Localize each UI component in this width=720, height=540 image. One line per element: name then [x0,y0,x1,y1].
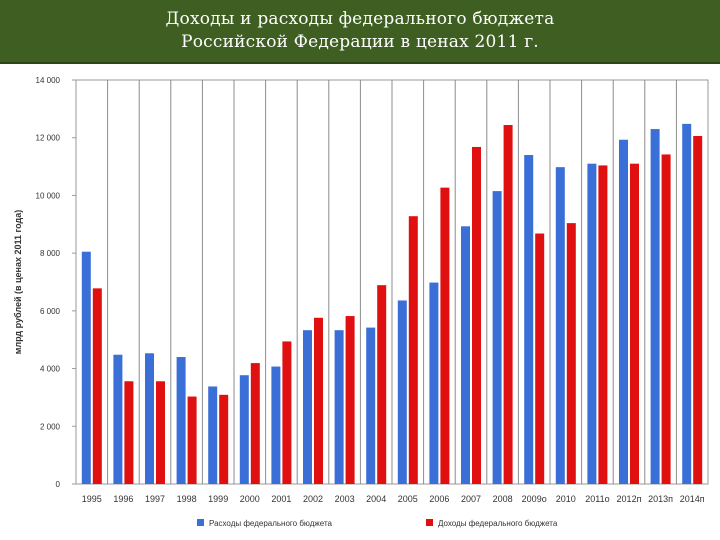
bar-revenue-1998 [187,396,197,484]
x-tick-label: 2010 [556,494,576,504]
bar-expenditure-1997 [145,353,154,484]
bar-expenditure-2006 [429,282,439,484]
legend-swatch-revenue [426,519,433,526]
title-banner: Доходы и расходы федерального бюджета Ро… [0,0,720,64]
bar-expenditure-1996 [113,354,123,484]
bar-revenue-2011о [598,165,608,484]
legend-label-revenue: Доходы федерального бюджета [438,519,558,528]
y-tick-label: 14 000 [36,76,61,85]
x-tick-label: 2000 [240,494,260,504]
bar-revenue-2009о [535,233,545,484]
legend-label-expenditure: Расходы федерального бюджета [209,519,333,528]
bar-revenue-2012п [630,163,639,484]
bar-expenditure-2012п [619,139,628,484]
legend: Расходы федерального бюджета Доходы феде… [197,519,558,528]
gridlines [107,80,677,484]
x-tick-label: 1997 [145,494,165,504]
x-tick-label: 2002 [303,494,323,504]
bar-revenue-2014п [693,135,703,484]
bar-revenue-2006 [440,187,450,484]
y-tick-label: 4 000 [40,365,61,374]
x-tick-label: 2011о [585,494,609,504]
x-tick-label: 1999 [208,494,228,504]
x-tick-label: 2005 [398,494,418,504]
bar-expenditure-2003 [334,330,344,484]
bar-revenue-2001 [282,341,292,484]
y-tick-label: 2 000 [40,422,61,431]
x-tick-label: 2013п [648,494,673,504]
bar-revenue-2000 [250,363,260,484]
y-tick-label: 8 000 [40,249,61,258]
bar-expenditure-2000 [239,375,249,484]
x-tick-label: 2003 [335,494,355,504]
bar-revenue-2004 [377,285,387,484]
bar-expenditure-1999 [208,386,218,484]
bar-revenue-1999 [219,394,229,484]
x-tick-label: 2009о [522,494,547,504]
bar-revenue-1995 [92,288,102,484]
bar-revenue-2007 [472,146,481,484]
bars [81,123,703,485]
bar-revenue-2003 [345,316,355,484]
bar-expenditure-2004 [366,327,376,484]
bar-revenue-2005 [408,216,418,484]
bar-revenue-2010 [566,223,576,485]
x-tick-label: 1998 [177,494,197,504]
legend-swatch-expenditure [197,519,204,526]
bar-expenditure-2007 [461,226,470,484]
bar-expenditure-2002 [303,330,312,484]
x-tick-label: 2001 [271,494,291,504]
y-tick-label: 0 [56,480,61,489]
y-axis: 0 2 000 4 000 6 000 8 000 10 000 12 000 14 000 [36,76,76,489]
x-tick-label: 1995 [82,494,102,504]
x-tick-label: 2007 [461,494,481,504]
bar-expenditure-2009о [524,155,534,484]
bar-expenditure-2010 [555,167,565,485]
bar-revenue-2013п [661,154,671,485]
x-axis: 1995 1996 1997 1998 1999 2000 2001 2002 2003 2004… [82,494,705,504]
y-tick-label: 12 000 [36,134,61,143]
bar-revenue-2002 [314,317,323,484]
x-tick-label: 2006 [429,494,449,504]
bar-expenditure-1995 [81,251,91,484]
bar-expenditure-2011о [587,163,597,484]
bar-expenditure-1998 [176,357,186,484]
y-tick-label: 6 000 [40,307,61,316]
x-tick-label: 1996 [113,494,133,504]
y-axis-label: млрд рублей (в ценах 2011 года) [13,210,23,354]
y-tick-label: 10 000 [36,191,61,200]
bar-revenue-1996 [124,381,134,484]
title-line-2: Российской Федерации в ценах 2011 г. [181,32,539,52]
bar-expenditure-2014п [682,123,692,484]
x-tick-label: 2008 [493,494,513,504]
x-tick-label: 2014п [680,494,705,504]
bar-expenditure-2005 [397,300,407,484]
bar-expenditure-2001 [271,366,281,484]
x-tick-label: 2012п [617,494,642,504]
bar-expenditure-2013п [650,129,660,485]
bar-revenue-2008 [503,125,513,484]
bar-expenditure-2008 [492,191,502,484]
bar-revenue-1997 [156,381,165,484]
x-tick-label: 2004 [366,494,386,504]
title-line-1: Доходы и расходы федерального бюджета [165,9,555,29]
